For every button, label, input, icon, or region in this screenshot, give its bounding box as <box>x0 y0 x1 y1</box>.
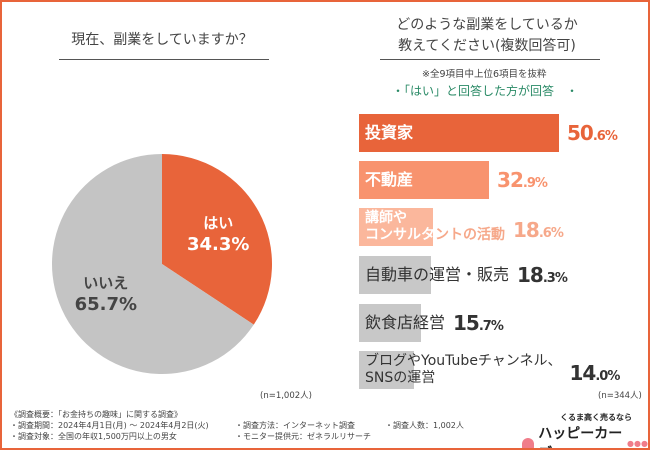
car-icon <box>522 437 535 448</box>
bar <box>359 256 432 294</box>
bar-label: 不動産 <box>365 171 413 188</box>
footer-count: ・調査人数：1,002人 <box>385 421 464 430</box>
logo-tagline: くるま高く売るなら <box>560 413 632 422</box>
divider <box>380 59 600 60</box>
bar-label: 投資家 <box>365 124 413 141</box>
bar-question-line2: 教えてください(複数回答可) <box>398 38 576 54</box>
bar-label: 自動車の運営・販売 <box>365 266 509 283</box>
bar-label: 飲食店経営 <box>365 314 445 331</box>
bar-label-line: 投資家 <box>365 123 414 142</box>
bar-value: 18.6% <box>513 218 564 242</box>
bar-label-line: ブログやYouTubeチャンネル、 <box>365 353 562 369</box>
footer-provider: ・モニター提供元：ゼネラルリサーチ <box>235 432 371 441</box>
bar-value: 14.0% <box>569 361 621 385</box>
bar-label: 講師や コンサルタントの活動 <box>365 210 505 244</box>
pie-slice-no <box>52 154 254 374</box>
bar-label-line: 自動車の運営・販売 <box>365 265 510 284</box>
divider <box>59 59 269 60</box>
bar-question-line1: どのような副業をしているか <box>396 17 578 33</box>
bar <box>359 304 422 342</box>
bar-label: ブログやYouTubeチャンネル、 SNSの運営 <box>365 353 562 387</box>
logo-name: ハッピーカーズ <box>538 426 623 448</box>
pie-value: 65.7% <box>75 294 137 315</box>
bar-n-label: (n=344人) <box>598 391 642 401</box>
bar <box>359 114 559 152</box>
bar-label-line: 講師や <box>365 210 407 226</box>
subtitle: ・「はい」と回答した方が回答 ・ <box>392 84 579 98</box>
bar-label-line: 飲食店経営 <box>365 313 446 332</box>
bar <box>359 161 490 199</box>
survey-summary: 《調査概要：「お金持ちの趣味」に関する調査》 ・調査期間：2024年4月1日(月… <box>10 409 464 442</box>
bar-value: 32.9% <box>497 168 548 192</box>
bar <box>359 351 415 389</box>
bar-value: 18.3% <box>517 263 568 287</box>
bar-value: 50.6% <box>567 121 618 145</box>
pie-question: 現在、副業をしていますか？ <box>71 32 253 48</box>
bar-label-line: 不動産 <box>365 170 414 189</box>
bar <box>359 208 433 246</box>
pie-label: はい <box>203 214 233 232</box>
bar-label-line: SNSの運営 <box>365 370 436 386</box>
dots-icon: ●●● <box>627 438 648 448</box>
bar-value: 15.7% <box>453 311 504 335</box>
bar-question: どのような副業をしているか 教えてください(複数回答可) <box>342 15 632 57</box>
footer-method: ・調査方法：インターネット調査 <box>235 421 355 430</box>
pie-slice-yes <box>162 154 272 325</box>
footer-target: ・調査対象：全国の年収1,500万円以上の男女 <box>10 432 177 441</box>
footer-title: 《調査概要：「お金持ちの趣味」に関する調査》 <box>10 410 182 419</box>
pie-label: いいえ <box>83 274 128 292</box>
pie-value: 34.3% <box>187 234 249 255</box>
bar-label-line: コンサルタントの活動 <box>365 227 505 243</box>
logo: くるま高く売るなら ハッピーカーズ ●●● <box>522 412 648 448</box>
pie-n-label: (n=1,002人) <box>260 391 312 401</box>
footer-period: ・調査期間：2024年4月1日(月) ～ 2024年4月2日(火) <box>10 421 209 430</box>
note: ※全9項目中上位6項目を抜粋 <box>422 69 547 80</box>
pie-chart: はい 34.3% いいえ 65.7% <box>52 154 272 374</box>
